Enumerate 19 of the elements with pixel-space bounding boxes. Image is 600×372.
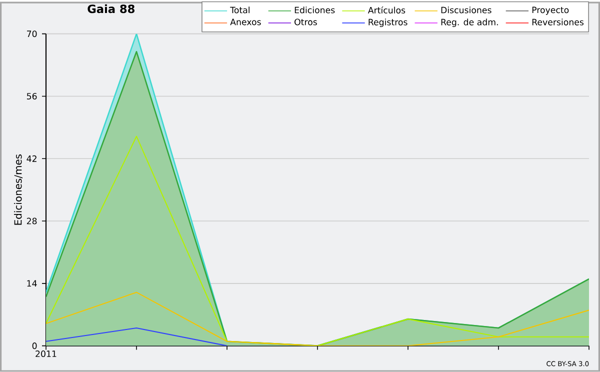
legend-label: Reg. de adm. (441, 18, 498, 28)
y-tick-label: 42 (26, 156, 36, 162)
legend-label: Proyecto (532, 6, 569, 15)
legend-label: Artículos (368, 6, 406, 14)
y-tick-label: 0 (32, 342, 37, 350)
y-tick-label: 14 (27, 280, 37, 287)
y-tick-label: 56 (26, 93, 37, 100)
legend-label: Registros (368, 18, 408, 28)
y-tick-label: 70 (27, 30, 37, 38)
legend-label: Total (230, 6, 250, 14)
legend-label: Discusiones (441, 6, 492, 14)
legend-label: Otros (294, 18, 317, 26)
y-tick-label: 28 (26, 218, 37, 224)
legend-label: Reversiones (532, 18, 584, 26)
chart-title: Gaia 88 (88, 4, 134, 14)
x-tick-label: 2011 (36, 350, 56, 358)
y-axis-title: Ediciones/mes (14, 154, 23, 225)
legend-label: Ediciones (294, 6, 335, 14)
legend-label: Anexos (230, 18, 261, 26)
